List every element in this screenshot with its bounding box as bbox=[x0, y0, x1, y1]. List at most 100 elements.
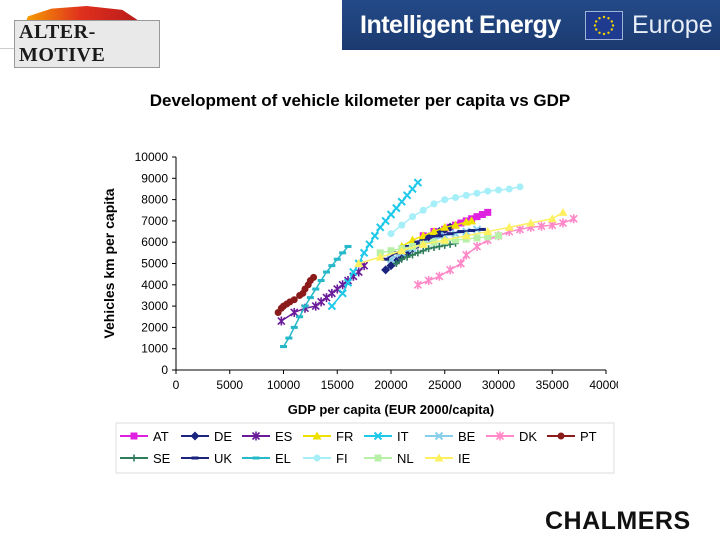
data-point bbox=[478, 227, 486, 231]
data-point bbox=[495, 186, 502, 194]
data-point bbox=[130, 454, 138, 462]
data-point bbox=[446, 232, 454, 236]
series-fi bbox=[387, 183, 524, 238]
y-tick-label: 2000 bbox=[141, 320, 168, 334]
data-point bbox=[451, 220, 460, 229]
data-point bbox=[290, 307, 299, 317]
data-point bbox=[290, 296, 298, 304]
legend-item: FR bbox=[303, 429, 353, 444]
data-point bbox=[285, 336, 293, 340]
data-point bbox=[462, 191, 470, 199]
y-tick-label: 7000 bbox=[141, 214, 168, 228]
y-tick-label: 10000 bbox=[135, 150, 169, 164]
data-point bbox=[547, 214, 557, 223]
data-point bbox=[130, 432, 138, 440]
data-point bbox=[392, 260, 400, 267]
data-point bbox=[414, 249, 422, 257]
data-point bbox=[526, 218, 536, 227]
data-point bbox=[387, 230, 395, 238]
data-point bbox=[413, 280, 422, 290]
data-point bbox=[569, 214, 578, 224]
legend-label: EL bbox=[275, 451, 291, 466]
data-point bbox=[558, 218, 568, 228]
legend-item: DE bbox=[181, 429, 232, 444]
data-point bbox=[424, 276, 433, 286]
data-point bbox=[190, 431, 200, 441]
alter-motive-logo-text: ALTER-MOTIVE bbox=[14, 20, 160, 68]
legend-item: AT bbox=[120, 429, 169, 444]
series-ie bbox=[354, 207, 568, 267]
data-point bbox=[414, 240, 422, 244]
data-point bbox=[317, 279, 325, 283]
legend: AT DE ES FR IT BE DK PT SE UK EL FI NL IE bbox=[115, 422, 615, 474]
data-point bbox=[505, 185, 513, 193]
y-tick-label: 8000 bbox=[141, 193, 168, 207]
data-point bbox=[473, 189, 481, 197]
legend-item: DK bbox=[486, 429, 537, 444]
data-point bbox=[344, 244, 352, 248]
data-point bbox=[392, 203, 401, 213]
data-point bbox=[425, 245, 433, 253]
data-point bbox=[441, 196, 449, 204]
data-point bbox=[515, 224, 525, 234]
legend-item: IE bbox=[425, 451, 471, 466]
legend-item: NL bbox=[364, 451, 414, 466]
data-point bbox=[339, 251, 347, 255]
data-point bbox=[473, 213, 481, 221]
data-point bbox=[381, 265, 391, 275]
data-point bbox=[456, 259, 465, 268]
legend-label: ES bbox=[275, 429, 293, 444]
data-point bbox=[472, 241, 482, 251]
legend-item: ES bbox=[242, 429, 293, 444]
data-point bbox=[435, 234, 443, 238]
data-point bbox=[290, 325, 298, 329]
x-tick-label: 40000 bbox=[589, 378, 618, 392]
data-point bbox=[495, 232, 502, 240]
data-point bbox=[280, 345, 287, 349]
series-line bbox=[417, 218, 575, 286]
data-point bbox=[296, 315, 304, 319]
data-point bbox=[402, 191, 412, 200]
x-tick-label: 20000 bbox=[374, 378, 408, 392]
data-point bbox=[419, 247, 427, 255]
data-point bbox=[429, 227, 439, 236]
data-point bbox=[452, 236, 459, 244]
x-axis-label: GDP per capita (EUR 2000/capita) bbox=[288, 402, 494, 417]
series-pt bbox=[274, 273, 318, 316]
data-point bbox=[403, 253, 411, 261]
data-point bbox=[312, 287, 320, 291]
chalmers-logo: CHALMERS bbox=[545, 507, 691, 535]
data-point bbox=[373, 431, 383, 441]
data-point bbox=[434, 431, 444, 441]
series-el bbox=[280, 244, 352, 349]
y-tick-label: 6000 bbox=[141, 235, 168, 249]
data-point bbox=[277, 316, 286, 326]
legend-item: SE bbox=[120, 451, 171, 466]
data-point bbox=[484, 233, 492, 241]
data-point bbox=[468, 228, 476, 232]
data-point bbox=[252, 456, 260, 460]
data-point bbox=[409, 213, 416, 221]
data-point bbox=[370, 231, 380, 241]
data-point bbox=[322, 293, 331, 303]
data-point bbox=[338, 289, 347, 298]
data-point bbox=[359, 248, 369, 258]
data-point bbox=[386, 210, 396, 219]
data-point bbox=[409, 242, 416, 250]
data-point bbox=[349, 267, 358, 277]
data-point bbox=[403, 244, 411, 248]
data-point bbox=[333, 284, 342, 294]
y-tick-label: 3000 bbox=[141, 299, 168, 313]
scatter-chart: 0 1000 2000 3000 4000 5000 6000 7000 8000 9000 100… bbox=[101, 150, 618, 474]
data-point bbox=[376, 223, 385, 232]
y-tick-label: 9000 bbox=[141, 171, 168, 185]
x-tick-label: 25000 bbox=[428, 378, 462, 392]
europe-text: Europe bbox=[632, 11, 713, 39]
data-point bbox=[327, 301, 337, 311]
x-tick-label: 30000 bbox=[482, 378, 516, 392]
data-point bbox=[323, 270, 330, 274]
x-tick-label: 15000 bbox=[321, 378, 355, 392]
series-it bbox=[327, 178, 423, 311]
data-point bbox=[387, 247, 395, 255]
y-tick-label: 4000 bbox=[141, 278, 168, 292]
